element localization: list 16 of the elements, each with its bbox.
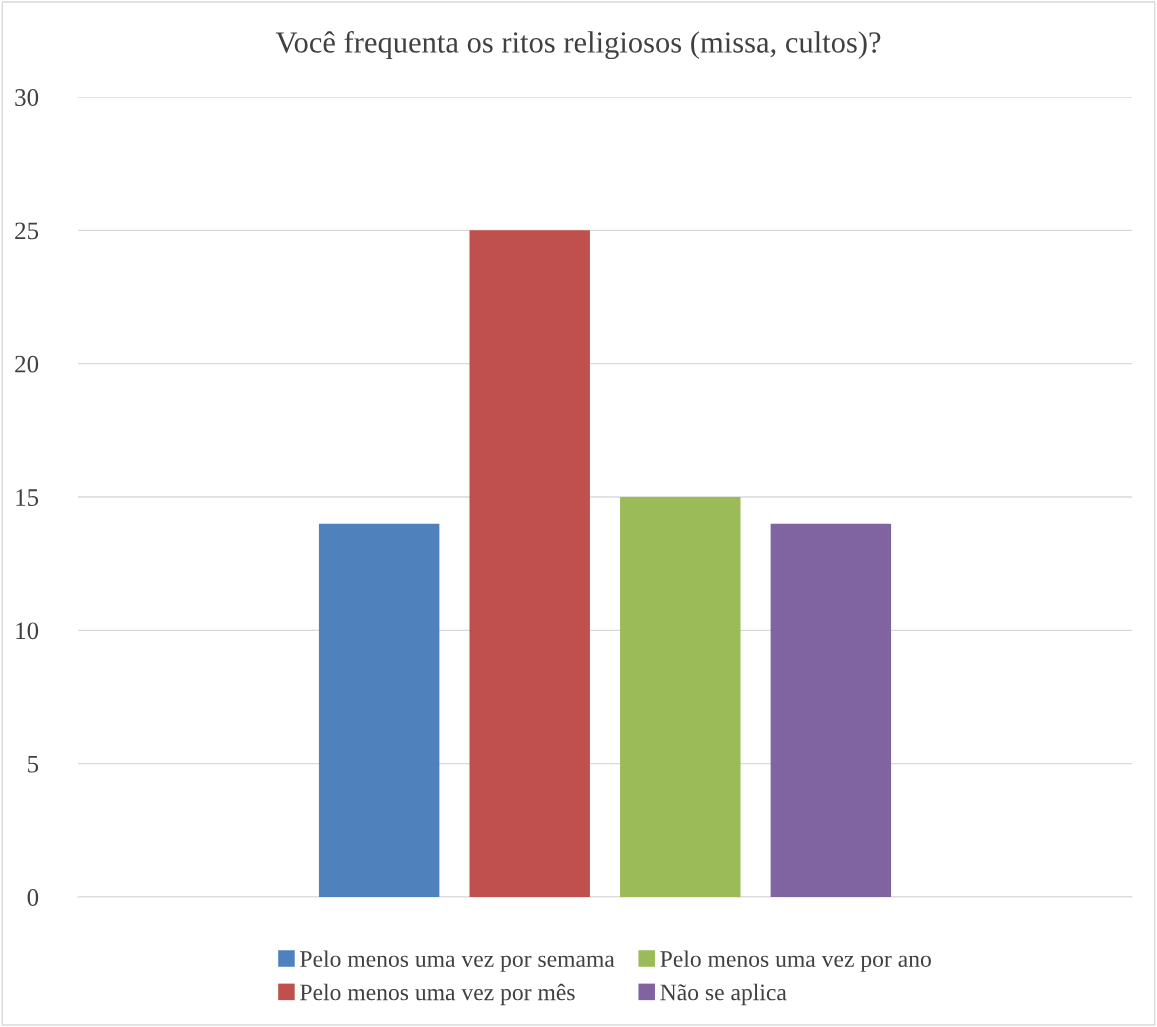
y-tick-label: 5 xyxy=(28,755,39,773)
bar xyxy=(620,497,741,897)
bar xyxy=(770,523,892,897)
y-tick-label: 20 xyxy=(15,355,39,373)
y-tick-label: 0 xyxy=(27,889,39,906)
y-tick-label: 15 xyxy=(16,489,39,506)
legend-label: Pelo menos uma vez por ano xyxy=(660,950,931,972)
legend-label: Não se aplica xyxy=(660,983,787,1006)
y-tick-label: 25 xyxy=(15,222,39,240)
y-tick-label: 10 xyxy=(16,622,39,640)
legend-label: Pelo menos uma vez por semama xyxy=(300,950,615,972)
chart-title: Você frequenta os ritos religiosos (missa, cultos)? xyxy=(275,30,881,60)
bar xyxy=(469,230,590,897)
legend-label: Pelo menos uma vez por mês xyxy=(300,983,575,1006)
bar xyxy=(318,523,440,897)
y-tick-label: 30 xyxy=(15,89,39,106)
